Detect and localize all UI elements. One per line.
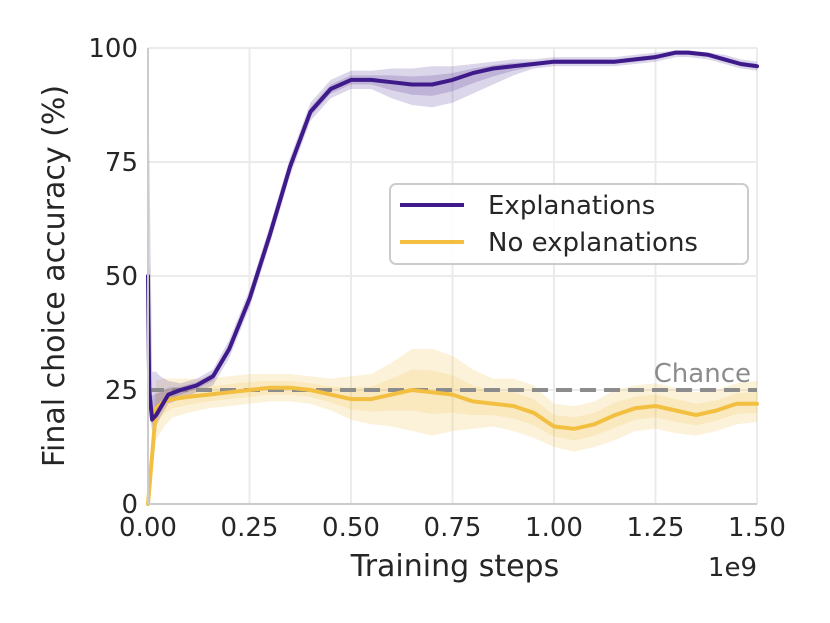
tick-labels: 0.00 0.25 0.50 0.75 1.00 1.25 1.50 0 25 50 75 100 [88, 34, 786, 543]
axes-spines [147, 48, 757, 505]
y-tick-label: 50 [105, 262, 138, 292]
line-explanations [146, 50, 759, 422]
x-tick-label: 1.25 [627, 513, 685, 543]
x-tick-label: 0.75 [424, 513, 482, 543]
y-tick-label: 75 [105, 148, 138, 178]
y-axis-title: Final choice accuracy (%) [37, 85, 72, 467]
series-lines [146, 50, 759, 506]
legend-label-no-explanations: No explanations [488, 228, 698, 258]
grid-lines [147, 47, 758, 505]
legend: Explanations No explanations [389, 183, 749, 265]
x-tick-label: 0.25 [221, 513, 279, 543]
x-tick-label: 1.50 [728, 513, 786, 543]
legend-box [389, 183, 749, 265]
y-tick-label: 25 [105, 376, 138, 406]
y-tick-label: 100 [88, 34, 138, 64]
x-tick-label: 0.50 [322, 513, 380, 543]
x-axis-offset-label: 1e9 [708, 553, 757, 583]
legend-label-explanations: Explanations [488, 191, 655, 221]
line-no-explanations [146, 385, 759, 506]
band-explanations [148, 50, 757, 432]
chance-label: Chance [654, 359, 751, 389]
x-axis-title: Training steps [350, 549, 559, 584]
x-tick-label: 0.00 [119, 513, 177, 543]
x-tick-label: 1.00 [525, 513, 583, 543]
y-tick-label: 0 [121, 490, 138, 520]
